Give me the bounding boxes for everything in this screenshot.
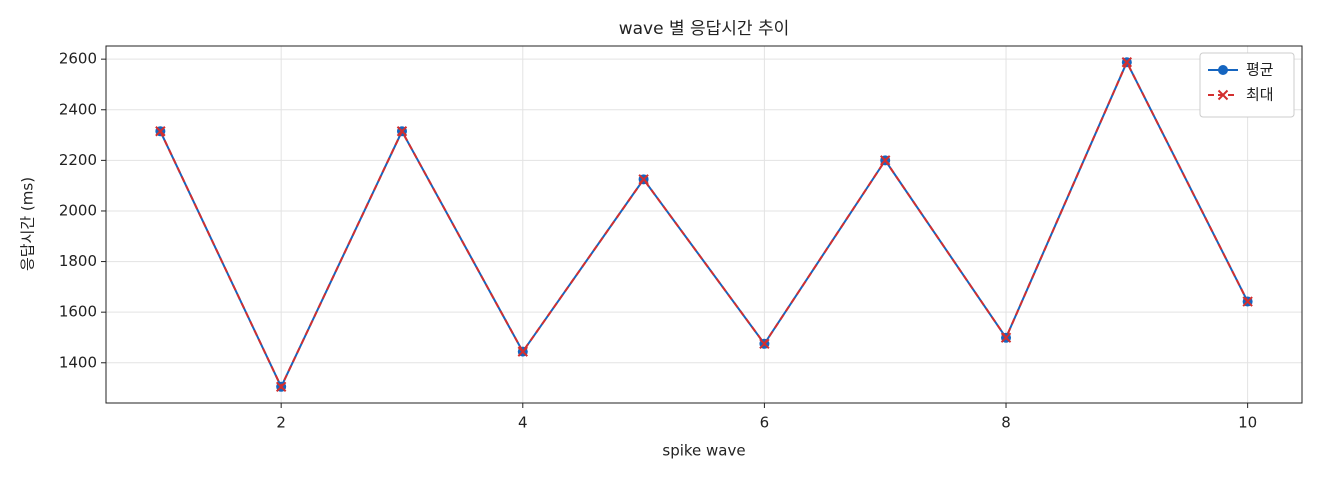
marker — [759, 338, 770, 350]
x-tick-label: 4 — [518, 414, 528, 432]
x-axis-label: spike wave — [662, 442, 745, 460]
marker — [880, 155, 891, 166]
marker — [396, 126, 408, 137]
y-tick-label: 1800 — [59, 252, 97, 270]
y-tick-label: 1400 — [59, 353, 97, 371]
x-tick-label: 6 — [760, 414, 770, 432]
legend-marker — [1217, 89, 1229, 101]
x-tick-label: 8 — [1001, 414, 1011, 432]
legend-marker — [1218, 65, 1228, 75]
marker — [1121, 56, 1133, 68]
marker — [1242, 296, 1253, 307]
y-tick-label: 1600 — [59, 303, 97, 321]
marker — [517, 346, 528, 357]
y-tick-label: 2200 — [59, 151, 97, 169]
y-tick-label: 2000 — [59, 201, 97, 219]
marker — [155, 126, 166, 137]
chart-title: wave 별 응답시간 추이 — [619, 19, 790, 39]
legend-label: 최대 — [1246, 86, 1274, 104]
legend-label: 평균 — [1246, 61, 1274, 79]
plot-frame — [105, 45, 1303, 404]
marker — [638, 174, 649, 185]
y-tick-label: 2600 — [59, 50, 97, 68]
x-tick-label: 10 — [1238, 414, 1257, 432]
y-tick-label: 2400 — [59, 100, 97, 118]
x-tick-label: 2 — [276, 414, 286, 432]
marker — [1000, 332, 1012, 343]
y-axis-label: 응답시간 (ms) — [19, 177, 37, 271]
marker — [275, 381, 287, 393]
line — [159, 59, 1249, 390]
